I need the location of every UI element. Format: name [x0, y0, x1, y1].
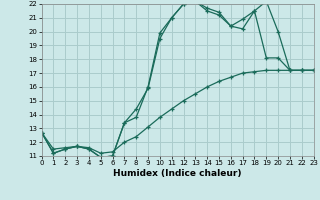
X-axis label: Humidex (Indice chaleur): Humidex (Indice chaleur)	[113, 169, 242, 178]
